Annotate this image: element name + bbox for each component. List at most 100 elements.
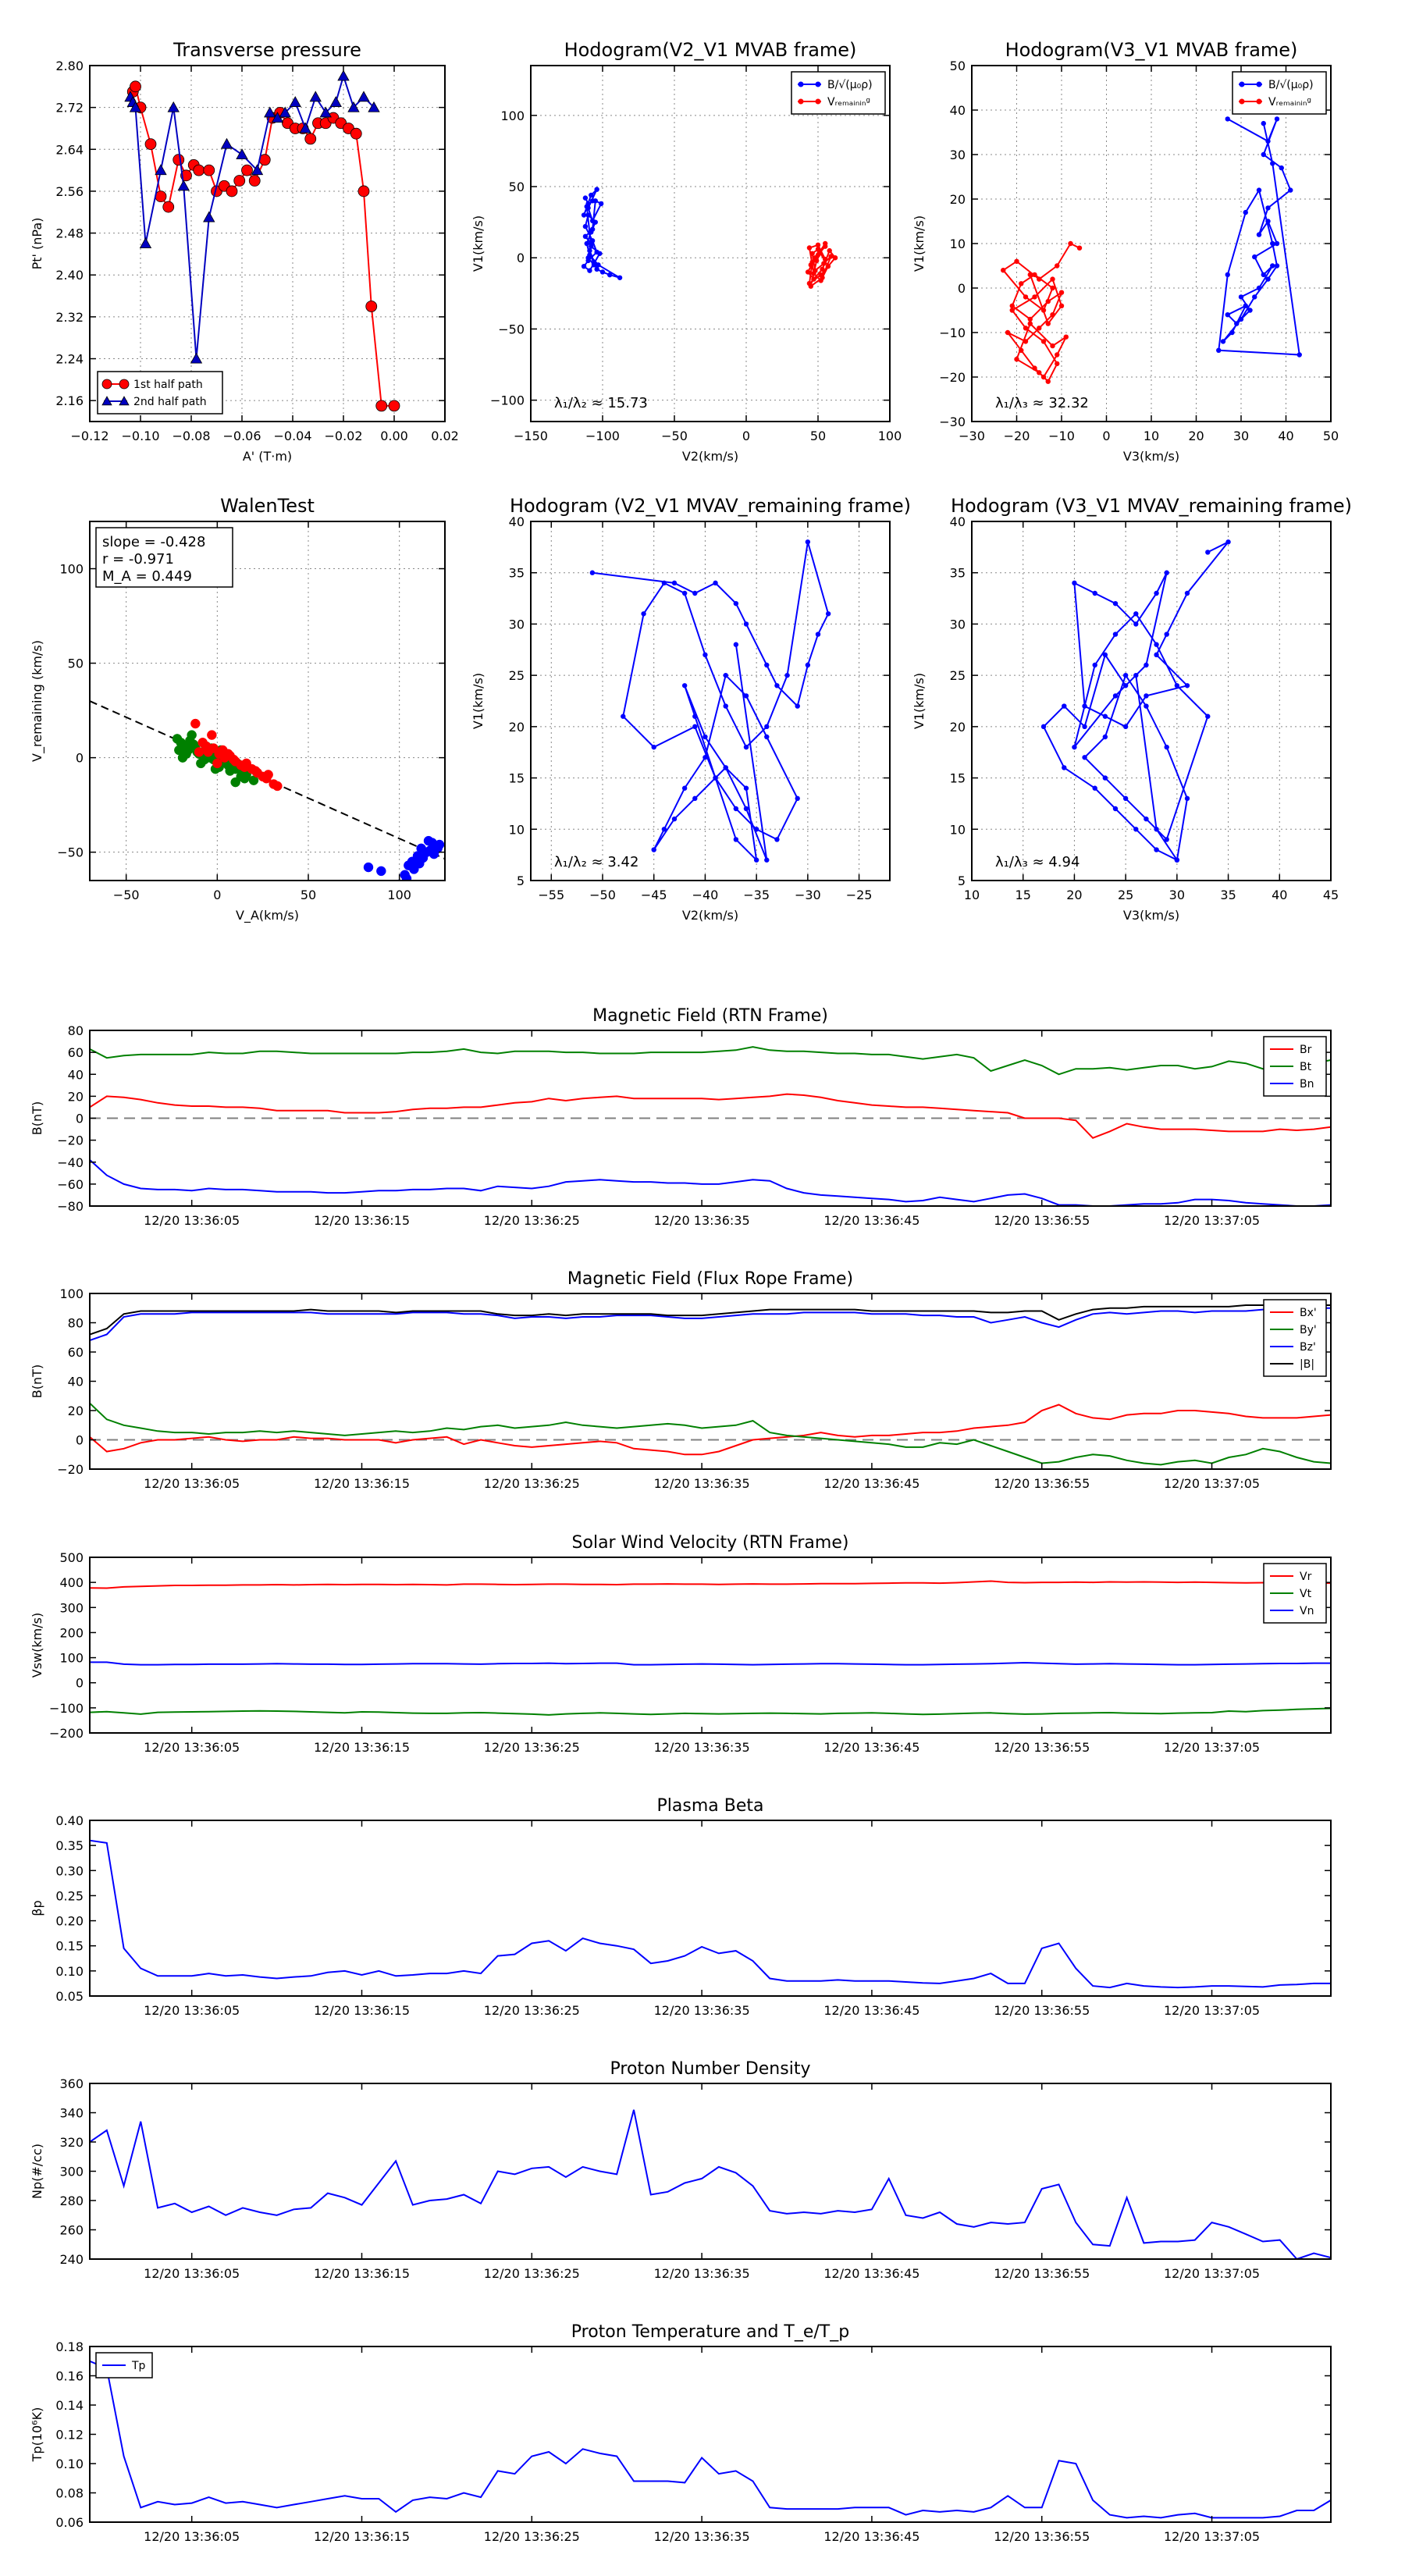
x-axis-label: V2(km/s)	[682, 449, 738, 464]
y-tick-label: 300	[59, 1600, 84, 1615]
panel-ts5: 12/20 13:36:05 12/20 13:36:15 12/20 13:36:…	[30, 2059, 1332, 2281]
x-tick-label: 25	[1118, 888, 1133, 902]
y-tick-label: 0.12	[55, 2428, 84, 2443]
y-tick-label: 0.30	[55, 1863, 84, 1878]
y-axis-label: V1(km/s)	[471, 215, 486, 272]
data-point	[815, 632, 821, 637]
data-point	[1133, 672, 1139, 678]
series-tp	[90, 2360, 1331, 2519]
series-v-	[805, 240, 838, 289]
series-line	[90, 1707, 1331, 1716]
y-tick-label: 40	[950, 103, 966, 118]
data-point	[743, 693, 749, 699]
series-beta	[90, 1839, 1331, 1989]
data-point	[241, 164, 253, 176]
y-tick-label: 15	[509, 771, 525, 786]
x-tick-label: 12/20 13:36:05	[144, 2003, 240, 2018]
x-tick-label: 12/20 13:36:35	[654, 1213, 750, 1228]
data-point	[363, 862, 374, 873]
data-point	[1174, 857, 1180, 863]
data-point	[196, 758, 206, 769]
legend-marker	[119, 379, 130, 390]
data-point	[1164, 570, 1169, 575]
data-point	[621, 713, 626, 719]
y-tick-label: 15	[950, 771, 966, 786]
x-tick-label: 0.00	[380, 429, 408, 443]
data-point	[1102, 775, 1108, 781]
grid	[90, 521, 445, 881]
data-point	[279, 106, 291, 118]
data-point	[589, 570, 596, 575]
y-axis-label: Pt' (nPa)	[30, 218, 44, 270]
data-point	[1297, 352, 1302, 358]
data-point	[1265, 219, 1271, 224]
data-point	[1225, 272, 1230, 278]
x-tick-label: 12/20 13:36:25	[484, 1740, 580, 1755]
y-tick-label: 80	[68, 1023, 84, 1038]
series-green	[172, 730, 262, 788]
data-point	[589, 198, 596, 204]
data-point	[1027, 321, 1033, 326]
y-axis-label: V1(km/s)	[912, 673, 927, 729]
data-point	[1023, 294, 1029, 300]
y-tick-label: 0	[958, 281, 966, 296]
data-point	[594, 266, 599, 272]
axes-frame	[530, 521, 891, 881]
data-point	[162, 201, 175, 213]
series-line	[90, 1839, 1331, 1989]
y-tick-label: 2.48	[55, 226, 84, 241]
legend-frame	[791, 71, 886, 115]
eigenvalue-ratio-annotation: λ₁/λ₃ ≈ 4.94	[995, 854, 1080, 870]
data-point	[820, 266, 825, 272]
y-tick-label: 280	[59, 2194, 84, 2208]
y-tick-label: 60	[68, 1045, 84, 1060]
data-point	[1027, 316, 1033, 322]
series-bx-	[90, 1404, 1331, 1456]
panel-ts3: 12/20 13:36:05 12/20 13:36:15 12/20 13:36:…	[30, 1533, 1332, 1755]
data-point	[1144, 693, 1149, 699]
data-point	[681, 590, 688, 596]
y-tick-label: 2.32	[55, 310, 84, 325]
stats-box-frame	[95, 527, 233, 588]
series-line	[90, 2109, 1331, 2259]
data-point	[753, 827, 759, 832]
data-point	[1005, 329, 1011, 336]
x-tick-label: 12/20 13:36:05	[144, 2266, 240, 2281]
x-tick-label: −150	[514, 429, 548, 443]
y-axis-label: Tp(10⁶K)	[30, 2407, 44, 2463]
series-line	[90, 1661, 1331, 1666]
data-point	[1184, 683, 1190, 688]
x-tick-label: 12/20 13:36:15	[314, 1213, 410, 1228]
y-tick-label: −200	[49, 1726, 84, 1741]
data-point	[299, 122, 311, 133]
x-tick-label: 12/20 13:37:05	[1164, 2529, 1260, 2544]
data-point	[1092, 662, 1097, 668]
data-point	[1216, 347, 1222, 353]
y-tick-label: 500	[59, 1550, 84, 1565]
x-tick-label: −10	[1048, 429, 1075, 443]
y-tick-label: 35	[509, 566, 525, 581]
series-line	[90, 1307, 1331, 1341]
series-b	[1040, 539, 1231, 863]
data-point	[1072, 744, 1077, 750]
data-point	[1102, 713, 1108, 719]
data-point	[223, 749, 233, 760]
data-point	[1122, 683, 1129, 688]
series-red	[190, 718, 283, 792]
data-point	[1001, 268, 1006, 273]
data-point	[743, 785, 749, 791]
series-b	[589, 539, 831, 863]
data-point	[1274, 263, 1280, 269]
y-tick-label: −40	[57, 1155, 84, 1170]
series-bn	[90, 1159, 1331, 1206]
x-tick-label: 50	[1323, 429, 1339, 443]
series-vn	[90, 1661, 1331, 1666]
chart-title: Hodogram(V3_V1 MVAB frame)	[1005, 39, 1298, 61]
data-point	[1144, 662, 1149, 668]
data-point	[1270, 263, 1275, 269]
y-tick-label: 5	[517, 873, 525, 888]
ticks: −50 0 50 100 −50 0 50 100	[57, 521, 445, 902]
legend-label: Bt	[1300, 1061, 1312, 1073]
legend-frame	[1263, 1299, 1327, 1377]
